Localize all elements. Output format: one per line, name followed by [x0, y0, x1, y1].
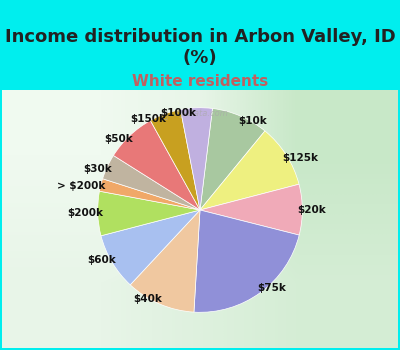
Wedge shape	[98, 191, 200, 236]
Text: ity-Data.com: ity-Data.com	[175, 109, 228, 118]
Text: > $200k: > $200k	[57, 181, 106, 191]
Text: $50k: $50k	[104, 134, 133, 144]
Text: $10k: $10k	[238, 116, 267, 126]
Text: ⓐ: ⓐ	[162, 109, 168, 119]
Wedge shape	[200, 131, 299, 210]
Wedge shape	[200, 184, 302, 235]
Wedge shape	[102, 155, 200, 210]
Wedge shape	[100, 179, 200, 210]
Text: Income distribution in Arbon Valley, ID
(%): Income distribution in Arbon Valley, ID …	[5, 28, 395, 67]
Wedge shape	[150, 110, 200, 210]
Text: $200k: $200k	[67, 208, 103, 218]
Text: $125k: $125k	[282, 153, 318, 163]
Text: $100k: $100k	[161, 108, 197, 118]
Wedge shape	[130, 210, 200, 312]
Text: $60k: $60k	[88, 255, 116, 265]
Wedge shape	[194, 210, 299, 312]
Text: $75k: $75k	[258, 284, 286, 293]
Text: $150k: $150k	[131, 114, 167, 124]
Text: $30k: $30k	[83, 164, 112, 174]
Wedge shape	[200, 108, 265, 210]
Text: $20k: $20k	[297, 205, 326, 215]
Wedge shape	[114, 120, 200, 210]
Text: $40k: $40k	[133, 294, 162, 304]
Text: White residents: White residents	[132, 74, 268, 89]
Wedge shape	[101, 210, 200, 285]
Wedge shape	[180, 108, 212, 210]
